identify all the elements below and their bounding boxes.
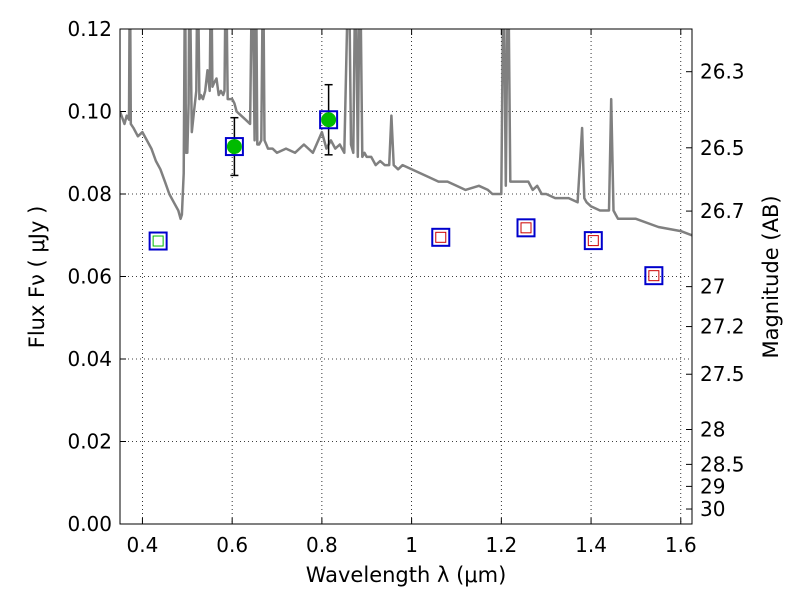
- upper-limit-marker: [520, 222, 532, 234]
- x-axis-title: Wavelength λ (μm): [306, 563, 507, 587]
- upper-limit-marker: [648, 270, 660, 282]
- x-tick-label: 1: [405, 533, 418, 557]
- x-tick-label: 0.6: [216, 533, 248, 557]
- magnitude-tick-label: 30: [700, 497, 725, 521]
- upper-limit-marker: [435, 231, 447, 243]
- detection-point: [226, 139, 242, 155]
- y-tick-label: 0.06: [67, 265, 112, 289]
- model-flux-square: [583, 231, 603, 251]
- upper-limit-marker: [152, 235, 164, 247]
- magnitude-tick-label: 26.5: [700, 136, 745, 160]
- y-tick-label: 0.12: [67, 17, 112, 41]
- model-flux-square: [319, 110, 339, 130]
- x-tick-label: 1.2: [485, 533, 517, 557]
- x-tick-label: 0.8: [306, 533, 338, 557]
- model-flux-square: [148, 231, 168, 251]
- detection-point: [321, 112, 337, 128]
- x-tick-label: 1.4: [575, 533, 607, 557]
- magnitude-tick-label: 26.7: [700, 199, 745, 223]
- y-tick-label: 0.08: [67, 182, 112, 206]
- y-tick-label: 0.00: [67, 512, 112, 536]
- model-sed-line: [120, 29, 692, 237]
- magnitude-tick-label: 27.2: [700, 315, 745, 339]
- upper-limit-marker: [587, 235, 599, 247]
- y-axis-title-left: Flux Fν ( μJy ): [25, 206, 49, 349]
- model-flux-square: [431, 227, 451, 247]
- y-tick-label: 0.02: [67, 430, 112, 454]
- magnitude-tick-label: 26.3: [700, 60, 745, 84]
- y-tick-label: 0.10: [67, 100, 112, 124]
- magnitude-tick-label: 29: [700, 474, 725, 498]
- magnitude-tick-label: 27.5: [700, 362, 745, 386]
- y-ticks: 0.00 0.02 0.04 0.06 0.08 0.10 0.12: [67, 17, 126, 536]
- y-tick-label: 0.04: [67, 347, 112, 371]
- model-flux-square: [516, 218, 536, 238]
- model-sed-layer: [120, 29, 692, 237]
- plot-frame: [119, 28, 693, 525]
- y-axis-title-right: Magnitude (AB): [759, 195, 783, 358]
- x-ticks: 0.4 0.6 0.8 1 1.2 1.4 1.6: [127, 29, 697, 557]
- model-flux-square: [224, 137, 244, 157]
- grid-lines: [120, 28, 692, 525]
- model-flux-square: [644, 266, 664, 286]
- marker-layer: [148, 83, 664, 286]
- magnitude-tick-label: 27: [700, 275, 725, 299]
- magnitude-tick-label: 28.5: [700, 452, 745, 476]
- magnitude-tick-label: 28: [700, 418, 725, 442]
- x-tick-label: 0.4: [127, 533, 159, 557]
- x-tick-label: 1.6: [665, 533, 697, 557]
